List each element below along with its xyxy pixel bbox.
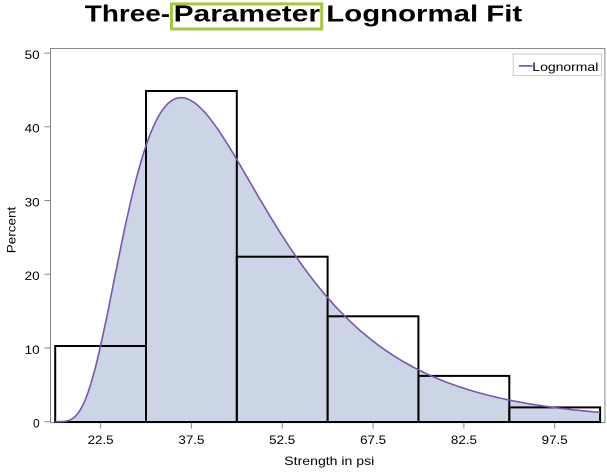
svg-text:52.5: 52.5	[269, 433, 295, 447]
svg-text:97.5: 97.5	[542, 433, 568, 447]
svg-text:Percent: Percent	[5, 206, 19, 253]
svg-text:Three-: Three-	[85, 1, 170, 27]
svg-text:37.5: 37.5	[178, 433, 204, 447]
svg-text:20: 20	[25, 269, 40, 283]
svg-text:0: 0	[33, 417, 40, 431]
svg-text:50: 50	[25, 48, 40, 62]
svg-text:Lognormal Fit: Lognormal Fit	[326, 1, 522, 27]
svg-text:82.5: 82.5	[451, 433, 477, 447]
svg-text:Strength in psi: Strength in psi	[284, 454, 374, 468]
svg-text:22.5: 22.5	[88, 433, 114, 447]
svg-text:Lognormal: Lognormal	[532, 60, 598, 74]
svg-text:10: 10	[25, 343, 40, 357]
svg-text:40: 40	[25, 122, 40, 136]
svg-text:30: 30	[25, 195, 40, 209]
svg-text:67.5: 67.5	[360, 433, 386, 447]
